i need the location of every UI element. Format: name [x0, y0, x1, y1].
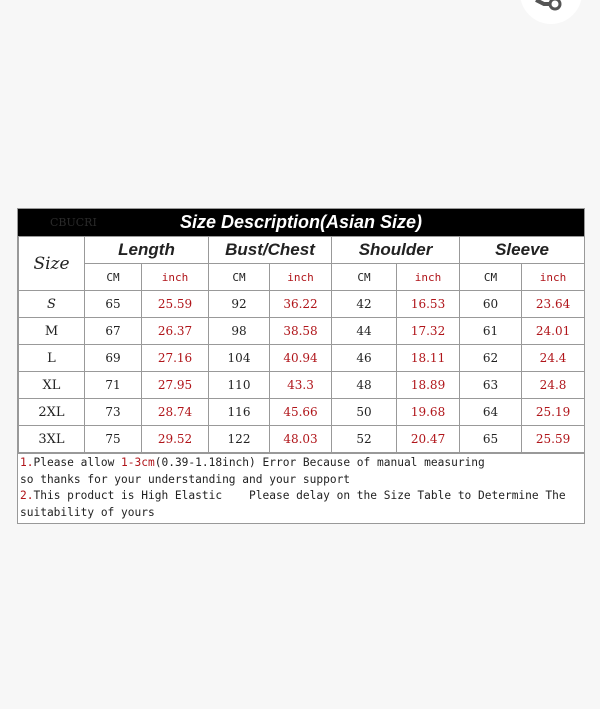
table-cell: 60	[459, 290, 523, 318]
table-cell: 62	[459, 344, 523, 372]
unit-inch: inch	[268, 263, 333, 291]
table-cell: 25.19	[521, 398, 586, 426]
size-label: XL	[18, 371, 85, 399]
note-1-text-a: Please allow	[33, 456, 122, 469]
share-button[interactable]	[520, 0, 582, 24]
table-cell: 25.59	[521, 425, 586, 453]
unit-inch: inch	[521, 263, 586, 291]
unit-inch: inch	[141, 263, 209, 291]
table-cell: 24.01	[521, 317, 586, 345]
header-shoulder: Shoulder	[331, 236, 461, 264]
table-cell: 75	[84, 425, 142, 453]
size-label: L	[18, 344, 85, 372]
size-table: Size Length Bust/Chest Shoulder Sleeve C…	[18, 236, 586, 453]
table-cell: 29.52	[141, 425, 209, 453]
table-cell: 23.64	[521, 290, 586, 318]
brand-logo: CBUCRI	[50, 216, 97, 229]
table-cell: 104	[208, 344, 270, 372]
table-cell: 36.22	[268, 290, 333, 318]
size-label: 3XL	[18, 425, 85, 453]
table-cell: 63	[459, 371, 523, 399]
size-chart: CBUCRI Size Description(Asian Size) Size…	[17, 208, 586, 525]
table-cell: 40.94	[268, 344, 333, 372]
unit-cm: CM	[459, 263, 523, 291]
table-cell: 28.74	[141, 398, 209, 426]
header-bust-chest: Bust/Chest	[207, 236, 333, 264]
unit-inch: inch	[396, 263, 461, 291]
table-cell: 43.3	[268, 371, 333, 399]
table-cell: 110	[208, 371, 270, 399]
table-cell: 18.89	[396, 371, 461, 399]
table-cell: 50	[331, 398, 398, 426]
table-cell: 45.66	[268, 398, 333, 426]
table-cell: 16.53	[396, 290, 461, 318]
note-2-text: This product is High Elastic Please dela…	[20, 489, 573, 519]
unit-cm: CM	[84, 263, 142, 291]
size-label: M	[18, 317, 85, 345]
note-1: 1.Please allow 1-3cm(0.39-1.18inch) Erro…	[20, 455, 582, 472]
table-cell: 46	[331, 344, 398, 372]
table-cell: 42	[331, 290, 398, 318]
size-header: Size	[18, 236, 85, 291]
table-cell: 27.95	[141, 371, 209, 399]
table-cell: 25.59	[141, 290, 209, 318]
table-cell: 52	[331, 425, 398, 453]
chart-title: Size Description(Asian Size)	[179, 212, 423, 232]
table-row: 3XL 75 29.52 122 48.03 52 20.47 65 25.59	[18, 425, 586, 453]
table-cell: 27.16	[141, 344, 209, 372]
table-cell: 65	[459, 425, 523, 453]
table-cell: 71	[84, 371, 142, 399]
table-row: L 69 27.16 104 40.94 46 18.11 62 24.4	[18, 344, 586, 372]
table-cell: 64	[459, 398, 523, 426]
note-1-highlight: 1-3cm	[121, 456, 155, 469]
note-2: 2.This product is High Elastic Please de…	[20, 488, 582, 521]
table-row: M 67 26.37 98 38.58 44 17.32 61 24.01	[18, 317, 586, 345]
notes: 1.Please allow 1-3cm(0.39-1.18inch) Erro…	[18, 453, 584, 523]
note-1-text-b: (0.39-1.18inch) Error Because of manual …	[154, 456, 485, 469]
share-icon	[535, 0, 562, 11]
table-cell: 65	[84, 290, 142, 318]
table-cell: 61	[459, 317, 523, 345]
size-label: S	[18, 290, 85, 318]
unit-cm: CM	[208, 263, 270, 291]
table-cell: 38.58	[268, 317, 333, 345]
note-1-line2: so thanks for your understanding and you…	[20, 472, 351, 486]
table-cell: 67	[84, 317, 142, 345]
note-1-number: 1.	[20, 456, 34, 469]
table-cell: 24.4	[521, 344, 586, 372]
size-label: 2XL	[18, 398, 85, 426]
table-row: S 65 25.59 92 36.22 42 16.53 60 23.64	[18, 290, 586, 318]
table-cell: 116	[208, 398, 270, 426]
table-row: 2XL 73 28.74 116 45.66 50 19.68 64 25.19	[18, 398, 586, 426]
table-cell: 73	[84, 398, 142, 426]
note-2-number: 2.	[20, 489, 34, 503]
table-cell: 122	[208, 425, 270, 453]
table-cell: 44	[331, 317, 398, 345]
table-cell: 92	[208, 290, 270, 318]
table-cell: 24.8	[521, 371, 586, 399]
table-cell: 48.03	[268, 425, 333, 453]
table-cell: 20.47	[396, 425, 461, 453]
table-cell: 48	[331, 371, 398, 399]
table-cell: 17.32	[396, 317, 461, 345]
table-row: XL 71 27.95 110 43.3 48 18.89 63 24.8	[18, 371, 586, 399]
unit-cm: CM	[331, 263, 398, 291]
table-cell: 26.37	[141, 317, 209, 345]
table-cell: 19.68	[396, 398, 461, 426]
table-cell: 69	[84, 344, 142, 372]
header-length: Length	[84, 236, 209, 264]
table-cell: 98	[208, 317, 270, 345]
table-cell: 18.11	[396, 344, 461, 372]
header-sleeve: Sleeve	[459, 236, 586, 264]
chart-title-bar: CBUCRI Size Description(Asian Size)	[18, 209, 584, 236]
